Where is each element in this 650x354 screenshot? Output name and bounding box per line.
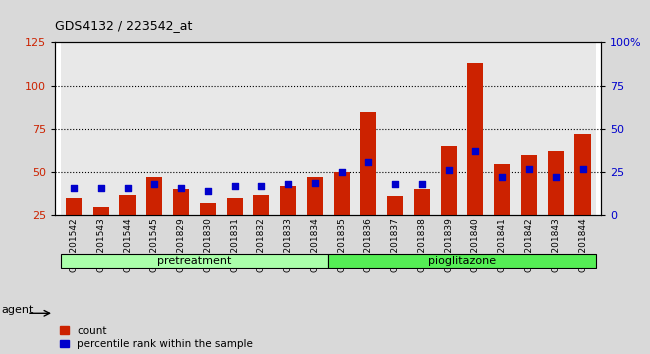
Bar [168, 42, 194, 216]
Point [229, 183, 240, 189]
Point [524, 166, 534, 172]
Bar [494, 164, 510, 216]
Text: GSM201545: GSM201545 [150, 217, 159, 272]
Bar [87, 42, 114, 216]
Text: GSM201543: GSM201543 [96, 217, 105, 272]
Point [149, 182, 159, 187]
Point [551, 175, 561, 180]
Text: GSM201836: GSM201836 [364, 217, 373, 272]
Bar [436, 42, 462, 216]
Point [470, 149, 480, 154]
Bar [307, 177, 323, 216]
Bar [575, 134, 591, 216]
Point [283, 182, 293, 187]
Text: GSM201838: GSM201838 [417, 217, 426, 272]
Bar [441, 146, 457, 216]
Point [122, 185, 133, 190]
Text: GSM201831: GSM201831 [230, 217, 239, 272]
Bar [254, 195, 269, 216]
Bar [409, 42, 436, 216]
Bar [120, 195, 136, 216]
Text: GSM201542: GSM201542 [70, 217, 79, 272]
Bar [548, 152, 564, 216]
Bar [489, 42, 515, 216]
Text: GSM201840: GSM201840 [471, 217, 480, 272]
Bar [387, 196, 403, 216]
Text: GSM201843: GSM201843 [551, 217, 560, 272]
Point [203, 188, 213, 194]
Text: GSM201834: GSM201834 [310, 217, 319, 272]
Text: GSM201835: GSM201835 [337, 217, 346, 272]
Bar [66, 198, 82, 216]
Bar [333, 172, 350, 216]
Text: GSM201832: GSM201832 [257, 217, 266, 272]
Text: GSM201829: GSM201829 [177, 217, 185, 272]
Point [96, 185, 106, 190]
Bar [521, 155, 537, 216]
Point [69, 185, 79, 190]
Bar [462, 42, 489, 216]
Bar [248, 42, 275, 216]
Point [577, 166, 588, 172]
Text: GSM201544: GSM201544 [123, 217, 132, 272]
Bar [328, 254, 596, 268]
Point [309, 180, 320, 185]
Bar [382, 42, 409, 216]
Text: GSM201833: GSM201833 [283, 217, 292, 272]
Text: pretreatment: pretreatment [157, 256, 231, 266]
Text: GSM201844: GSM201844 [578, 217, 587, 272]
Text: GDS4132 / 223542_at: GDS4132 / 223542_at [55, 19, 192, 32]
Bar [60, 254, 328, 268]
Bar [194, 42, 221, 216]
Text: GSM201841: GSM201841 [498, 217, 507, 272]
Point [256, 183, 266, 189]
Bar [227, 198, 242, 216]
Bar [221, 42, 248, 216]
Text: GSM201839: GSM201839 [444, 217, 453, 272]
Bar [114, 42, 141, 216]
Bar [515, 42, 542, 216]
Bar [280, 186, 296, 216]
Legend: count, percentile rank within the sample: count, percentile rank within the sample [60, 326, 253, 349]
Point [497, 175, 508, 180]
Bar [275, 42, 302, 216]
Bar [141, 42, 168, 216]
Bar [360, 112, 376, 216]
Text: agent: agent [1, 305, 34, 315]
Bar [569, 42, 596, 216]
Bar [355, 42, 382, 216]
Text: pioglitazone: pioglitazone [428, 256, 496, 266]
Point [443, 168, 454, 173]
Point [337, 169, 347, 175]
Text: GSM201830: GSM201830 [203, 217, 213, 272]
Bar [146, 177, 162, 216]
Bar [467, 63, 484, 216]
Text: GSM201837: GSM201837 [391, 217, 400, 272]
Text: GSM201842: GSM201842 [525, 217, 534, 272]
Bar [542, 42, 569, 216]
Point [363, 159, 374, 165]
Bar [173, 189, 189, 216]
Bar [200, 203, 216, 216]
Point [390, 182, 400, 187]
Bar [414, 189, 430, 216]
Point [176, 185, 187, 190]
Point [417, 182, 427, 187]
Bar [60, 42, 87, 216]
Bar [93, 207, 109, 216]
Bar [302, 42, 328, 216]
Bar [328, 42, 355, 216]
